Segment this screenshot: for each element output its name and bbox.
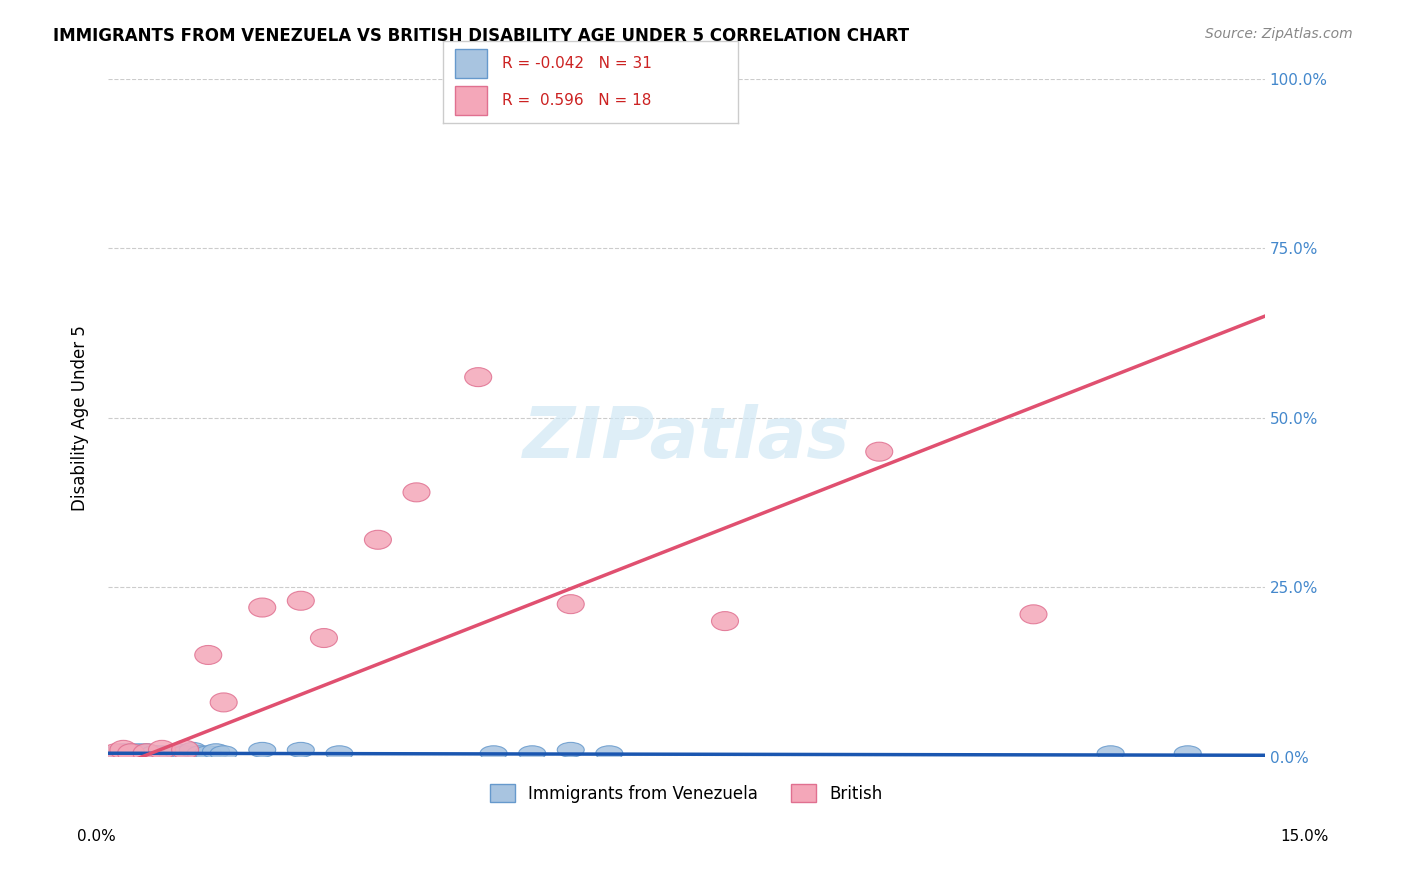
Ellipse shape (103, 744, 129, 763)
Ellipse shape (172, 740, 198, 759)
Ellipse shape (1174, 746, 1201, 761)
Ellipse shape (557, 595, 585, 614)
FancyBboxPatch shape (454, 87, 486, 115)
Ellipse shape (110, 740, 136, 759)
Ellipse shape (165, 744, 191, 759)
Ellipse shape (479, 746, 508, 761)
Ellipse shape (249, 598, 276, 617)
Ellipse shape (125, 744, 152, 759)
Ellipse shape (149, 740, 176, 759)
Ellipse shape (209, 746, 238, 761)
Text: R = -0.042   N = 31: R = -0.042 N = 31 (502, 56, 652, 71)
Ellipse shape (287, 742, 315, 757)
Text: IMMIGRANTS FROM VENEZUELA VS BRITISH DISABILITY AGE UNDER 5 CORRELATION CHART: IMMIGRANTS FROM VENEZUELA VS BRITISH DIS… (53, 27, 910, 45)
Ellipse shape (134, 744, 160, 759)
Text: 0.0%: 0.0% (77, 830, 117, 844)
Y-axis label: Disability Age Under 5: Disability Age Under 5 (72, 325, 89, 511)
Ellipse shape (519, 746, 546, 761)
Ellipse shape (711, 612, 738, 631)
Ellipse shape (866, 442, 893, 461)
Ellipse shape (1097, 746, 1125, 761)
Text: 15.0%: 15.0% (1281, 830, 1329, 844)
Ellipse shape (134, 746, 160, 761)
Ellipse shape (557, 742, 585, 757)
Ellipse shape (110, 746, 136, 761)
Ellipse shape (110, 744, 136, 759)
Ellipse shape (134, 744, 160, 763)
Ellipse shape (118, 746, 145, 761)
Ellipse shape (125, 746, 152, 761)
Ellipse shape (249, 742, 276, 757)
Ellipse shape (103, 746, 129, 761)
FancyBboxPatch shape (454, 49, 486, 78)
Text: R =  0.596   N = 18: R = 0.596 N = 18 (502, 93, 651, 108)
Ellipse shape (118, 744, 145, 759)
Legend: Immigrants from Venezuela, British: Immigrants from Venezuela, British (484, 778, 890, 809)
Ellipse shape (141, 746, 167, 761)
Ellipse shape (404, 483, 430, 502)
Ellipse shape (596, 746, 623, 761)
Ellipse shape (156, 746, 183, 761)
Ellipse shape (134, 746, 160, 761)
Text: ZIPatlas: ZIPatlas (523, 403, 851, 473)
Ellipse shape (187, 746, 214, 761)
Ellipse shape (180, 742, 207, 757)
Ellipse shape (141, 746, 167, 761)
Ellipse shape (1019, 605, 1047, 624)
Ellipse shape (202, 744, 229, 759)
Ellipse shape (195, 646, 222, 665)
Ellipse shape (172, 746, 198, 761)
Ellipse shape (326, 746, 353, 761)
Ellipse shape (195, 746, 222, 761)
Ellipse shape (465, 368, 492, 386)
Text: Source: ZipAtlas.com: Source: ZipAtlas.com (1205, 27, 1353, 41)
Ellipse shape (287, 591, 315, 610)
Ellipse shape (118, 744, 145, 763)
Ellipse shape (311, 629, 337, 648)
Ellipse shape (149, 746, 176, 761)
Ellipse shape (209, 693, 238, 712)
Ellipse shape (125, 746, 152, 761)
Ellipse shape (364, 530, 391, 549)
